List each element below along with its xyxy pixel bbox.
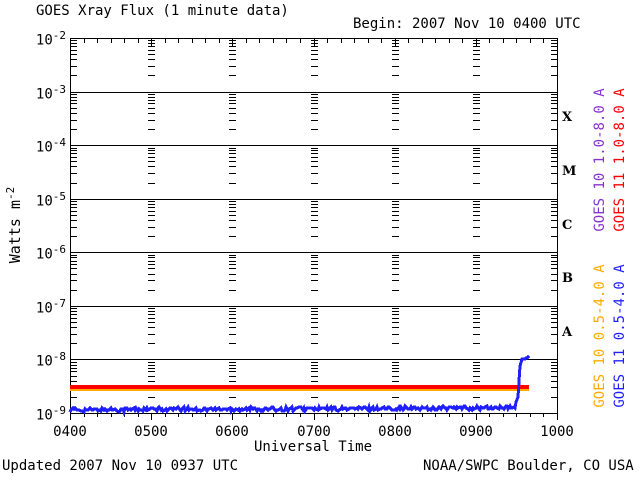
x-axis-label: Universal Time <box>253 439 373 455</box>
y-axis-label-base: Watts m <box>5 200 24 264</box>
x-tick-label: 0700 <box>297 424 331 440</box>
flare-class-label-a: A <box>562 325 573 340</box>
flare-class-label-m: M <box>562 164 577 179</box>
legend-entry: GOES 10 1.0-8.0 A <box>592 88 608 232</box>
flare-class-label-b: B <box>562 271 573 286</box>
flare-class-label-c: C <box>562 218 573 233</box>
y-axis-label-exponent: -2 <box>3 186 17 201</box>
x-tick-label: 0400 <box>53 424 87 440</box>
x-tick-label: 0600 <box>215 424 249 440</box>
y-tick-label: 10-3 <box>35 83 66 103</box>
y-axis-label: Watts m-2 <box>3 186 24 264</box>
chart-title: GOES Xray Flux (1 minute data) <box>36 3 289 19</box>
legend-entry: GOES 10 0.5-4.0 A <box>592 264 608 408</box>
updated-timestamp: Updated 2007 Nov 10 0937 UTC <box>2 458 239 474</box>
y-tick-label: 10-9 <box>35 404 66 424</box>
x-tick-label: 1000 <box>540 424 574 440</box>
x-tick-label: 0900 <box>459 424 493 440</box>
y-tick-label: 10-8 <box>35 350 66 370</box>
x-tick-label: 0500 <box>134 424 168 440</box>
flare-class-label-x: X <box>562 110 573 125</box>
y-tick-label: 10-2 <box>35 29 66 49</box>
y-tick-label: 10-5 <box>35 190 66 210</box>
legend-entry: GOES 11 1.0-8.0 A <box>612 88 628 232</box>
y-tick-label: 10-7 <box>35 297 66 317</box>
source-attribution: NOAA/SWPC Boulder, CO USA <box>423 458 634 474</box>
legend-entry: GOES 11 0.5-4.0 A <box>612 264 628 408</box>
begin-time-label: Begin: 2007 Nov 10 0400 UTC <box>353 16 581 32</box>
y-tick-label: 10-6 <box>35 243 66 263</box>
series-goes-11-0-5-4-0-a <box>68 354 531 418</box>
y-tick-label: 10-4 <box>35 136 66 156</box>
x-tick-label: 0800 <box>378 424 412 440</box>
